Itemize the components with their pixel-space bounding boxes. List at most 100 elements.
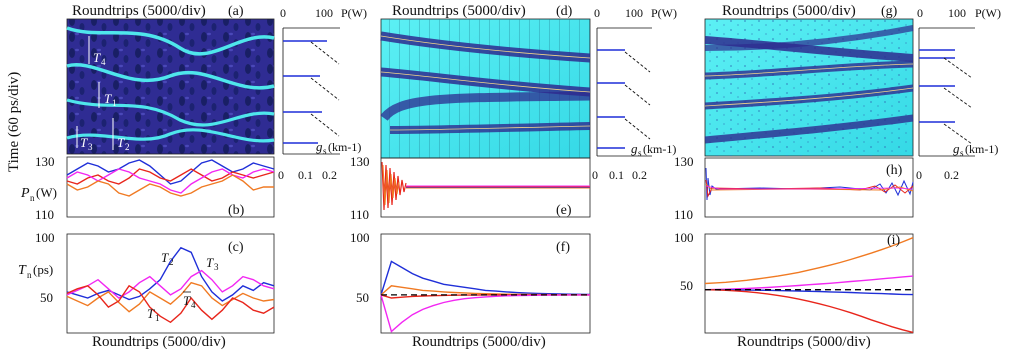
power-tick-0-g: 0 [917,6,923,20]
panel-letter-c: (c) [228,240,244,255]
gain-caption-a: g [316,139,323,154]
series-line-c-0 [66,246,275,302]
map-label-t3-main: T [80,135,88,150]
tn-label-t4-sub: 4 [191,300,196,310]
map-label-t1: T 1 [104,91,117,108]
gain-tick-0-g: 0 [916,168,922,182]
power-tick-0-d: 0 [594,6,600,20]
spacetime-map-d [380,18,591,159]
panel-letter-i: (i) [887,233,901,248]
map-label-t4-sub: 4 [101,57,106,67]
gain-unit-g: (km-1) [965,142,998,156]
x-caption-top-d: Roundtrips (5000/div) [392,3,526,19]
pn-sub: n [30,193,35,203]
power-gain-panel-d: 0 100 P(W) g s (km-1) 0 0.1 0.2 [592,6,677,182]
map-label-t4: T 4 [93,50,106,67]
panel-letter-g: (g) [881,4,898,19]
series-line-f-0 [380,260,591,296]
tn-tick-50-c: 50 [40,290,53,305]
power-gain-panel-a: 0 100 P(W) g s (km-1) 0 0.1 0.2 [278,6,367,182]
series-line-i-1 [704,275,914,291]
panel-letter-a: (a) [228,4,244,19]
gain-tick-2-a: 0.2 [322,168,337,182]
tn-panel-f: 100 50 (f) Roundtrips (5000/div) [350,230,591,350]
pn-tick-110-e: 110 [350,207,369,222]
power-gain-panel-g: 0 100 P(W) g s (km-1) 0 0.2 [916,6,1001,182]
gain-caption-d: g [631,141,638,156]
gain-tick-0-d: 0 [592,168,598,182]
column-middle: Roundtrips (5000/div) (d) 0 100 P(W) [350,3,677,350]
tn-panel-c: 100 50 T n (ps) (c) T 2 T 3 T 4 T 1 Roun… [18,230,275,350]
power-noise-h [705,167,914,201]
spacetime-map-g [704,18,914,157]
power-tick-100-a: 100 [315,6,333,20]
spacetime-map-a: T 4 T 1 T 3 T 2 [66,18,275,155]
x-caption-bottom-c: Roundtrips (5000/div) [92,334,226,350]
tn-unit: (ps) [33,262,53,277]
panel-letter-f: (f) [556,240,570,255]
series-line-f-3 [380,294,590,333]
map-label-t1-sub: 1 [112,98,117,108]
y-caption-time: Time (60 ps/div) [6,72,22,172]
series-line-c-1 [66,269,275,299]
gain-tick-2-d: 0.2 [632,168,647,182]
tn-tick-50-f: 50 [356,290,369,305]
power-caption-a: P(W) [341,6,367,20]
pn-tick-110-b: 110 [35,207,54,222]
map-label-t2-main: T [117,135,125,150]
series-group-i [704,237,914,334]
x-caption-top-a: Roundtrips (5000/div) [72,3,206,19]
gain-sub-a: s [323,146,327,156]
tn-label-t3-main: T [206,255,214,270]
gain-tick-1-d: 0.1 [609,168,624,182]
tn-tick-100-i: 100 [674,230,694,245]
panel-letter-d: (d) [556,4,573,19]
series-line-i-3 [704,289,914,334]
gain-sub-g: s [960,148,964,158]
column-right: Roundtrips (5000/div) (g) 0 100 P(W) [674,3,1001,350]
power-caption-d: P(W) [651,6,677,20]
panel-letter-b: (b) [228,203,245,218]
gain-unit-a: (km-1) [328,140,361,154]
tn-panel-i: 100 50 (i) Roundtrips (5000/div) [674,230,914,350]
series-line-b-2 [66,168,275,194]
x-caption-top-g: Roundtrips (5000/div) [722,3,856,19]
gain-unit-d: (km-1) [643,142,676,156]
tn-sub: n [27,270,32,280]
pn-tick-110-h: 110 [674,207,693,222]
tn-caption: T [18,263,27,278]
x-caption-bottom-f: Roundtrips (5000/div) [412,334,546,350]
pn-caption: P [20,186,30,201]
gain-caption-g: g [953,141,960,156]
power-caption-g: P(W) [975,6,1001,20]
series-line-c-2 [66,281,275,313]
gain-sub-d: s [638,148,642,158]
tn-label-t3-sub: 3 [214,262,219,272]
column-left: Roundtrips (5000/div) (a) Time (60 ps/di… [6,3,367,350]
tn-tick-100-c: 100 [35,230,55,245]
map-label-t4-main: T [93,50,101,65]
tn-label-t1-main: T [147,306,155,321]
pn-panel-b: 130 110 P n (W) (b) [20,154,275,222]
pn-unit: (W) [36,185,57,200]
pn-tick-130-b: 130 [35,154,55,169]
pn-tick-130-e: 130 [350,154,370,169]
series-line-b-1 [66,168,275,185]
series-group-f [380,260,591,333]
tn-label-t4-main: T [183,293,191,308]
power-tick-0-a: 0 [280,6,286,20]
power-tick-100-d: 100 [625,6,643,20]
series-line-b-3 [66,174,274,197]
map-label-t2-sub: 2 [125,142,130,152]
gain-tick-0-a: 0 [278,168,284,182]
map-label-t3-sub: 3 [88,142,93,152]
power-transient-e [381,161,590,211]
tn-tick-50-i: 50 [680,278,693,293]
map-label-t1-main: T [104,91,112,106]
pn-tick-130-h: 130 [674,154,694,169]
series-line-b-0 [66,159,275,185]
gain-tick-1-g: 0.2 [944,168,959,182]
panel-letter-e: (e) [556,203,572,218]
map-label-t3: T 3 [80,135,93,152]
